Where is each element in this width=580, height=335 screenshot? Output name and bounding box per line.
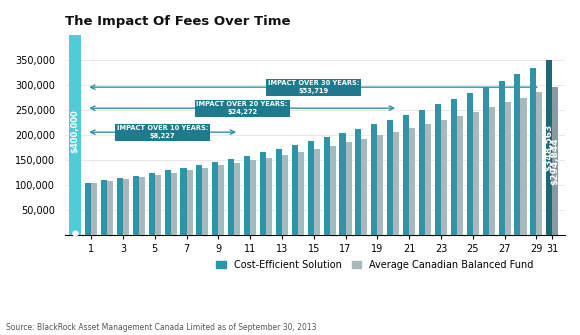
Bar — [520, 97, 527, 234]
Text: IMPACT OVER 30 YEARS:
$53,719: IMPACT OVER 30 YEARS: $53,719 — [268, 80, 360, 94]
Bar — [356, 129, 361, 234]
Bar — [393, 132, 399, 234]
Bar — [441, 120, 447, 234]
Bar — [339, 133, 346, 234]
Bar — [467, 93, 473, 234]
Bar — [409, 128, 415, 234]
Bar — [292, 145, 298, 234]
Bar — [425, 124, 431, 234]
Bar — [276, 149, 282, 234]
Text: Source: BlackRock Asset Management Canada Limited as of September 30, 2013: Source: BlackRock Asset Management Canad… — [6, 323, 316, 332]
Bar — [244, 156, 250, 234]
Bar — [403, 115, 409, 234]
Bar — [212, 162, 218, 234]
Bar — [530, 68, 536, 234]
Bar — [260, 152, 266, 234]
Bar — [387, 120, 393, 234]
Bar — [266, 157, 272, 234]
Bar — [250, 160, 256, 234]
Bar — [197, 165, 202, 234]
Bar — [202, 168, 208, 234]
Bar — [85, 183, 91, 234]
Bar — [546, 60, 552, 234]
Text: $294,844: $294,844 — [551, 137, 560, 185]
Bar — [552, 87, 559, 234]
Bar — [180, 168, 187, 234]
Bar — [329, 146, 336, 234]
Text: IMPACT OVER 20 YEARS:
$24,272: IMPACT OVER 20 YEARS: $24,272 — [197, 102, 288, 115]
Bar — [499, 81, 505, 234]
Legend: Cost-Efficient Solution, Average Canadian Balanced Fund: Cost-Efficient Solution, Average Canadia… — [212, 256, 537, 274]
Bar — [324, 137, 329, 234]
Bar — [489, 107, 495, 234]
Bar — [101, 180, 107, 234]
Text: IMPACT OVER 10 YEARS:
$8,227: IMPACT OVER 10 YEARS: $8,227 — [117, 125, 208, 139]
Bar — [307, 141, 314, 234]
Bar — [155, 175, 161, 234]
Text: $400,000: $400,000 — [71, 109, 79, 152]
Bar — [107, 181, 113, 234]
Bar — [228, 159, 234, 234]
Bar — [361, 139, 368, 234]
Bar — [282, 155, 288, 234]
Bar — [514, 74, 520, 234]
Bar — [536, 92, 542, 234]
Bar — [435, 105, 441, 234]
Bar — [234, 163, 240, 234]
Bar — [117, 178, 123, 234]
Bar — [218, 165, 224, 234]
Bar — [505, 103, 510, 234]
Bar — [70, 35, 81, 234]
Bar — [314, 149, 320, 234]
Bar — [451, 99, 457, 234]
Bar — [371, 124, 378, 234]
Bar — [91, 183, 97, 234]
Bar — [473, 112, 479, 234]
Text: The Impact Of Fees Over Time: The Impact Of Fees Over Time — [65, 15, 291, 28]
Bar — [378, 135, 383, 234]
Bar — [346, 142, 351, 234]
Text: $348,563: $348,563 — [545, 124, 554, 171]
Bar — [139, 177, 145, 234]
Bar — [483, 87, 489, 234]
Bar — [165, 171, 171, 234]
Bar — [187, 170, 193, 234]
Bar — [123, 179, 129, 234]
Bar — [298, 152, 304, 234]
Bar — [419, 110, 425, 234]
Bar — [457, 116, 463, 234]
Bar — [171, 173, 177, 234]
Bar — [133, 176, 139, 234]
Bar — [148, 173, 155, 234]
